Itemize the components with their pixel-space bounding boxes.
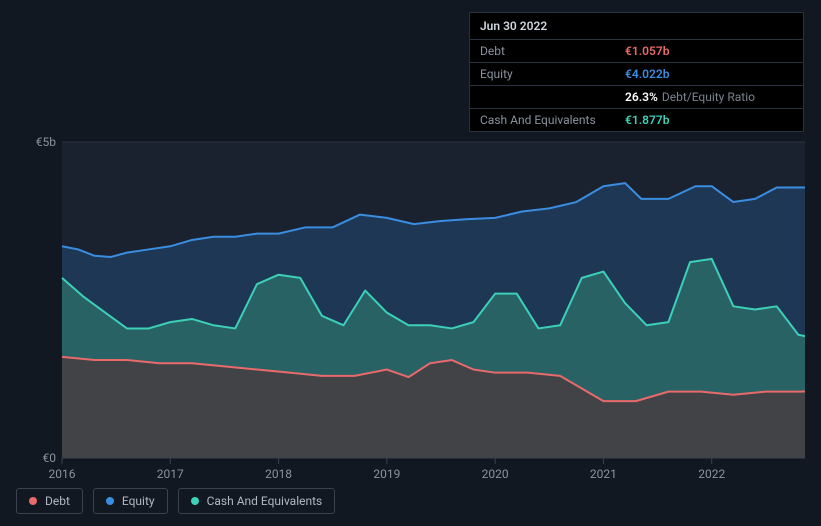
legend-dot <box>106 497 114 505</box>
tooltip-row: Cash And Equivalents€1.877b <box>470 109 803 131</box>
tooltip-value: €1.057b <box>625 40 679 62</box>
tooltip-label: Equity <box>470 63 625 85</box>
legend-item[interactable]: Equity <box>93 488 168 514</box>
tooltip-label: Debt <box>470 40 625 62</box>
chart-tooltip: Jun 30 2022 Debt€1.057bEquity€4.022b26.3… <box>469 12 804 132</box>
chart-legend: Debt Equity Cash And Equivalents <box>16 488 335 514</box>
svg-text:2018: 2018 <box>265 467 292 481</box>
tooltip-value: €4.022b <box>625 63 679 85</box>
legend-item[interactable]: Cash And Equivalents <box>178 488 336 514</box>
legend-dot <box>191 497 199 505</box>
tooltip-value: 26.3%Debt/Equity Ratio <box>625 86 765 108</box>
svg-text:2016: 2016 <box>49 467 76 481</box>
tooltip-label <box>470 86 625 108</box>
tooltip-label: Cash And Equivalents <box>470 109 625 131</box>
tooltip-row: Debt€1.057b <box>470 40 803 63</box>
legend-label: Equity <box>122 494 155 508</box>
tooltip-row: 26.3%Debt/Equity Ratio <box>470 86 803 109</box>
legend-label: Debt <box>45 494 70 508</box>
svg-text:2021: 2021 <box>590 467 617 481</box>
tooltip-suffix: Debt/Equity Ratio <box>662 90 755 104</box>
svg-text:2017: 2017 <box>157 467 184 481</box>
svg-text:€5b: €5b <box>36 135 56 149</box>
tooltip-value: €1.877b <box>625 109 679 131</box>
svg-text:2022: 2022 <box>698 467 725 481</box>
tooltip-row: Equity€4.022b <box>470 63 803 86</box>
legend-dot <box>29 497 37 505</box>
svg-text:2019: 2019 <box>373 467 400 481</box>
tooltip-date: Jun 30 2022 <box>470 13 803 40</box>
legend-item[interactable]: Debt <box>16 488 83 514</box>
svg-text:€0: €0 <box>43 451 57 465</box>
svg-text:2020: 2020 <box>482 467 509 481</box>
legend-label: Cash And Equivalents <box>207 494 323 508</box>
